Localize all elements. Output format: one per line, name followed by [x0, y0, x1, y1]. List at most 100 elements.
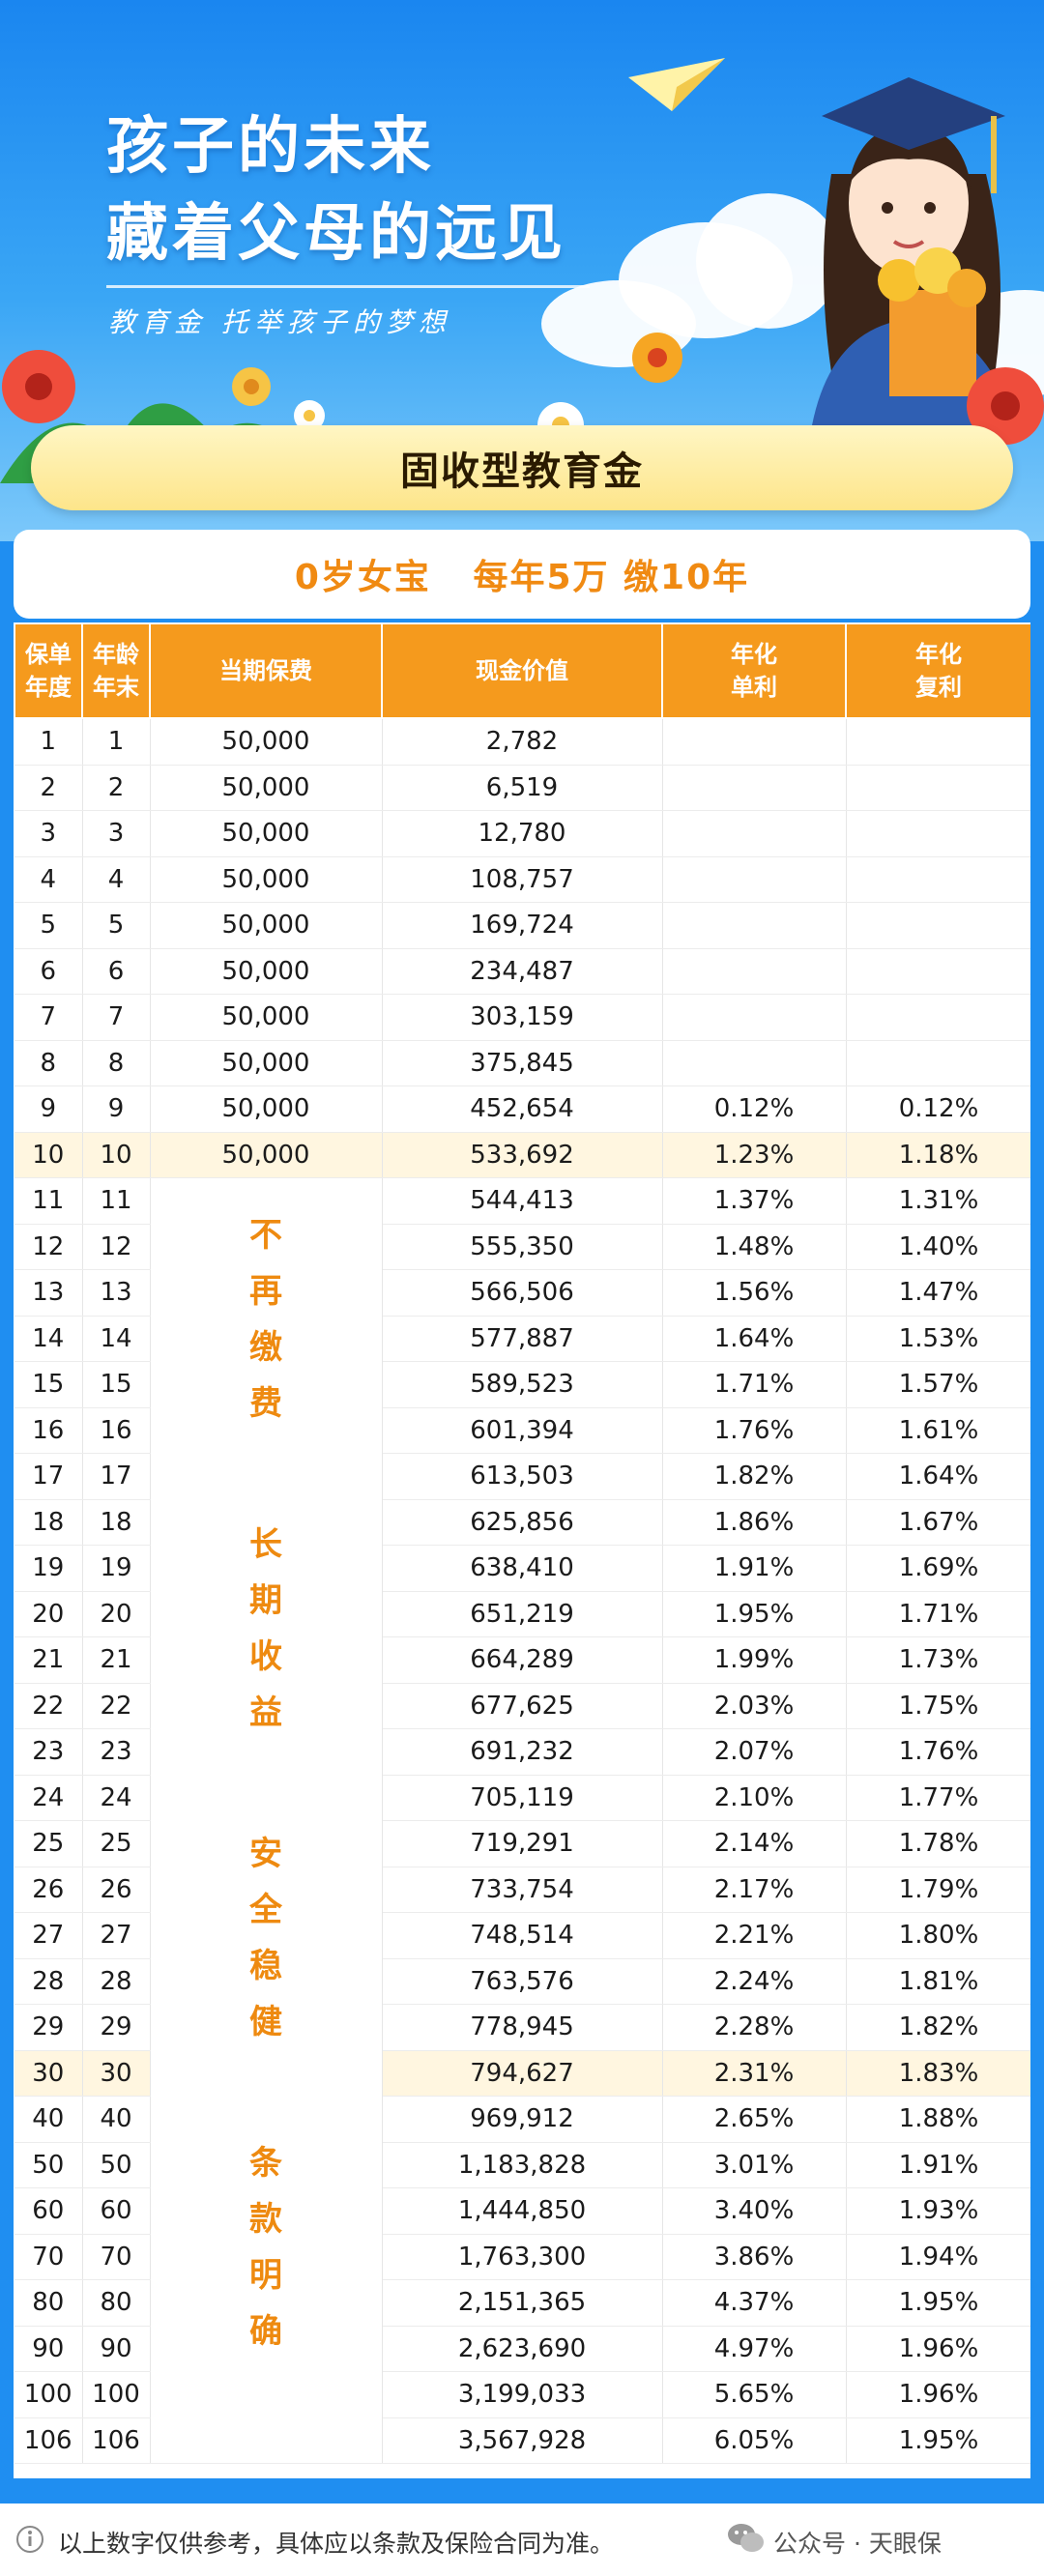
table-row: 7 7 50,000 303,159 [14, 994, 1030, 1041]
cell-simple-rate: 1.82% [662, 1453, 847, 1500]
cell-policy-year: 29 [14, 2004, 83, 2051]
cell-cash-value: 1,444,850 [382, 2187, 663, 2235]
slogan-group: 安全稳健 [151, 1826, 382, 2050]
cell-simple-rate: 3.86% [662, 2234, 847, 2280]
cell-age: 21 [82, 1636, 151, 1684]
cell-policy-year: 26 [14, 1867, 83, 1913]
cell-policy-year: 18 [14, 1499, 83, 1546]
cell-premium: 50,000 [150, 902, 383, 949]
slogan-char: 缴 [249, 1328, 282, 1367]
cell-age: 9 [82, 1085, 151, 1133]
cell-cash-value: 625,856 [382, 1499, 663, 1546]
cell-simple-rate: 1.56% [662, 1269, 847, 1317]
slogan-char: 不 [249, 1216, 282, 1255]
table-row: 1 1 50,000 2,782 [14, 718, 1030, 766]
cell-simple-rate: 2.28% [662, 2004, 847, 2051]
table-row: 106 106 3,567,928 6.05% 1.95% [14, 2417, 1030, 2464]
cell-policy-year: 30 [14, 2050, 83, 2097]
cell-compound-rate: 1.40% [846, 1224, 1030, 1270]
cell-cash-value: 1,183,828 [382, 2142, 663, 2188]
cell-cash-value: 589,523 [382, 1361, 663, 1408]
cell-cash-value: 794,627 [382, 2050, 663, 2097]
cell-compound-rate: 1.81% [846, 1958, 1030, 2005]
cell-policy-year: 14 [14, 1316, 83, 1362]
cell-simple-rate: 2.24% [662, 1958, 847, 2005]
footer-brand: 公众号 · 天眼保 [773, 2530, 942, 2558]
table-row: 11 11 不再缴费长期收益安全稳健条款明确 544,413 1.37% 1.31% [14, 1177, 1030, 2464]
slogan-char: 稳 [249, 1947, 282, 1985]
cell-cash-value: 1,763,300 [382, 2234, 663, 2280]
cell-age: 23 [82, 1728, 151, 1776]
table-row: 9 9 50,000 452,654 0.12% 0.12% [14, 1085, 1030, 1133]
paper-plane-icon [628, 58, 725, 111]
cell-age: 100 [82, 2371, 151, 2418]
cell-age: 26 [82, 1867, 151, 1913]
cell-cash-value: 778,945 [382, 2004, 663, 2051]
cell-policy-year: 22 [14, 1683, 83, 1729]
cell-age: 90 [82, 2326, 151, 2372]
cell-policy-year: 28 [14, 1958, 83, 2005]
cell-premium: 50,000 [150, 765, 383, 811]
cell-age: 15 [82, 1361, 151, 1408]
cell-compound-rate: 1.47% [846, 1269, 1030, 1317]
cash-value-table: 保单 年度 年龄 年末 当期保费 现金价值 年化 单利 年化 复利 1 1 50,000 2,… [14, 622, 1030, 2464]
table-row: 30 30 794,627 2.31% 1.83% [14, 2050, 1030, 2097]
plan-subtitle: 0岁女宝 每年5万 缴10年 [294, 558, 750, 597]
table-body: 1 1 50,000 2,782 2 2 50,000 6,519 3 3 50,000 12,780… [14, 718, 1030, 2464]
table-row: 17 17 613,503 1.82% 1.64% [14, 1453, 1030, 1500]
cell-cash-value: 664,289 [382, 1636, 663, 1684]
cell-simple-rate: 2.07% [662, 1728, 847, 1776]
cell-simple-rate: 2.03% [662, 1683, 847, 1729]
cell-simple-rate: 1.91% [662, 1545, 847, 1592]
cell-cash-value: 6,519 [382, 765, 663, 811]
cell-policy-year: 4 [14, 856, 83, 903]
wechat-icon [728, 2524, 764, 2552]
table-row: 10 10 50,000 533,692 1.23% 1.18% [14, 1132, 1030, 1178]
cell-cash-value: 748,514 [382, 1912, 663, 1959]
cell-simple-rate: 2.14% [662, 1820, 847, 1867]
cell-premium: 50,000 [150, 1085, 383, 1133]
cell-simple-rate: 2.21% [662, 1912, 847, 1959]
table-row: 50 50 1,183,828 3.01% 1.91% [14, 2142, 1030, 2188]
cell-simple-rate: 2.31% [662, 2050, 847, 2097]
cell-policy-year: 90 [14, 2326, 83, 2372]
cell-compound-rate: 1.80% [846, 1912, 1030, 1959]
cell-compound-rate: 1.82% [846, 2004, 1030, 2051]
cell-cash-value: 234,487 [382, 948, 663, 995]
cell-simple-rate: 4.97% [662, 2326, 847, 2372]
cell-age: 2 [82, 765, 151, 811]
cell-simple-rate: 1.64% [662, 1316, 847, 1362]
cell-cash-value: 638,410 [382, 1545, 663, 1592]
table-row: 27 27 748,514 2.21% 1.80% [14, 1912, 1030, 1959]
hero-divider [106, 285, 590, 288]
cell-policy-year: 27 [14, 1912, 83, 1959]
table-row: 100 100 3,199,033 5.65% 1.96% [14, 2371, 1030, 2418]
table-row: 40 40 969,912 2.65% 1.88% [14, 2096, 1030, 2143]
cell-age: 106 [82, 2417, 151, 2464]
cell-policy-year: 21 [14, 1636, 83, 1684]
cell-compound-rate: 1.93% [846, 2187, 1030, 2235]
cell-premium: 50,000 [150, 718, 383, 766]
cell-compound-rate: 1.88% [846, 2096, 1030, 2143]
cell-simple-rate [662, 765, 847, 811]
cell-policy-year: 20 [14, 1591, 83, 1637]
cell-age: 7 [82, 994, 151, 1041]
cell-cash-value: 169,724 [382, 902, 663, 949]
slogan-char: 确 [249, 2312, 282, 2351]
hero-title-line2: 藏着父母的远见 [106, 198, 566, 270]
cell-simple-rate: 2.10% [662, 1775, 847, 1821]
cell-age: 29 [82, 2004, 151, 2051]
cell-simple-rate: 3.01% [662, 2142, 847, 2188]
cell-compound-rate: 1.77% [846, 1775, 1030, 1821]
table-row: 26 26 733,754 2.17% 1.79% [14, 1867, 1030, 1913]
slogan-char: 全 [249, 1891, 282, 1929]
cell-age: 27 [82, 1912, 151, 1959]
cell-compound-rate [846, 718, 1030, 766]
cell-age: 17 [82, 1453, 151, 1500]
cell-cash-value: 719,291 [382, 1820, 663, 1867]
cell-age: 60 [82, 2187, 151, 2235]
cell-policy-year: 7 [14, 994, 83, 1041]
cell-simple-rate: 2.65% [662, 2096, 847, 2143]
cell-policy-year: 70 [14, 2234, 83, 2280]
cell-age: 18 [82, 1499, 151, 1546]
